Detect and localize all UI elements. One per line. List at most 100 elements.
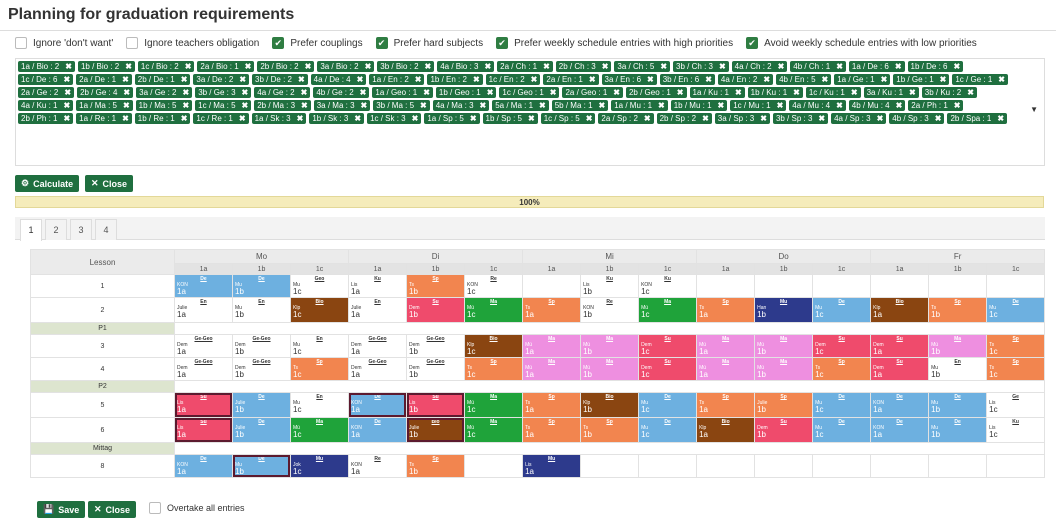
remove-tag-icon[interactable]: ✖ — [65, 62, 72, 71]
remove-tag-icon[interactable]: ✖ — [360, 101, 368, 110]
schedule-entry[interactable]: Ge Lis 1c — [988, 394, 1044, 417]
remove-tag-icon[interactable]: ✖ — [472, 75, 480, 84]
timetable-cell[interactable]: Ge-Geo Dem 1a — [174, 357, 233, 381]
timetable-cell[interactable]: Sp Ts 1a — [522, 392, 582, 418]
overtake-checkbox[interactable] — [149, 502, 161, 514]
timetable-cell[interactable]: Bio Klp 1a — [696, 417, 756, 443]
schedule-entry[interactable]: Sp Ts 1c — [988, 336, 1044, 357]
timetable-cell[interactable]: Re KON 1c — [464, 274, 524, 298]
remove-tag-icon[interactable]: ✖ — [702, 114, 709, 123]
timetable-cell[interactable] — [870, 454, 930, 478]
schedule-entry[interactable]: Ma Mü 1c — [292, 419, 348, 442]
schedule-entry[interactable]: De Mu 1b — [930, 419, 986, 442]
remove-tag-icon[interactable]: ✖ — [676, 88, 684, 97]
remove-tag-icon[interactable]: ✖ — [876, 114, 884, 123]
timetable-cell[interactable]: En Mu 1b — [928, 357, 988, 381]
remove-tag-icon[interactable]: ✖ — [613, 88, 620, 97]
remove-tag-icon[interactable]: ✖ — [122, 101, 130, 110]
remove-tag-icon[interactable]: ✖ — [894, 62, 902, 71]
timetable-cell[interactable]: Sp Julie 1b — [754, 392, 814, 418]
remove-tag-icon[interactable]: ✖ — [777, 62, 785, 71]
timetable-cell[interactable] — [812, 454, 872, 478]
schedule-entry[interactable]: Sp Ts 1b — [930, 299, 986, 322]
timetable-cell[interactable] — [986, 454, 1046, 478]
timetable-cell[interactable]: Ma Mü 1a — [696, 334, 756, 358]
remove-tag-icon[interactable]: ✖ — [909, 88, 916, 97]
schedule-entry[interactable]: Ge-Geo Dem 1b — [408, 336, 464, 357]
remove-tag-icon[interactable]: ✖ — [836, 101, 843, 110]
schedule-entry[interactable]: Su Lis 1b — [407, 393, 464, 417]
schedule-entry[interactable]: De KON 1a — [872, 394, 928, 417]
schedule-entry[interactable]: De KON 1a — [350, 419, 406, 442]
remove-tag-icon[interactable]: ✖ — [967, 88, 974, 97]
tab-4[interactable]: 4 — [95, 219, 117, 240]
timetable-cell[interactable]: Ma Mü 1b — [754, 334, 814, 358]
timetable-cell[interactable] — [986, 274, 1046, 298]
schedule-entry[interactable]: Ma Mü 1c — [466, 299, 522, 322]
schedule-entry[interactable]: Su Dem 1b — [756, 419, 812, 442]
schedule-entry[interactable]: Bio Julie 1b — [407, 418, 464, 442]
remove-tag-icon[interactable]: ✖ — [304, 62, 312, 71]
schedule-entry[interactable]: De KON 1a — [872, 419, 928, 442]
remove-tag-icon[interactable]: ✖ — [359, 88, 367, 97]
schedule-entry[interactable]: Bio Klp 1c — [466, 336, 522, 357]
timetable-cell[interactable]: Ge Lis 1c — [986, 392, 1046, 418]
remove-tag-icon[interactable]: ✖ — [527, 114, 535, 123]
option-0[interactable]: Ignore 'don't want' — [15, 37, 113, 49]
remove-tag-icon[interactable]: ✖ — [793, 88, 800, 97]
schedule-entry[interactable]: Bio Klp 1c — [292, 299, 348, 322]
remove-tag-icon[interactable]: ✖ — [411, 114, 419, 123]
option-checkbox[interactable]: ✔ — [375, 37, 388, 49]
timetable-cell[interactable] — [812, 274, 872, 298]
timetable-cell[interactable]: Ku Lis 1c — [986, 417, 1046, 443]
timetable-cell[interactable]: De Mu 1b — [232, 274, 291, 298]
timetable-cell[interactable]: Su Lis 1a — [174, 417, 233, 443]
remove-tag-icon[interactable]: ✖ — [895, 101, 903, 110]
timetable-cell[interactable]: Sp Ts 1a — [696, 392, 756, 418]
timetable-cell[interactable]: Su Lis 1a — [174, 392, 233, 418]
timetable-cell[interactable]: Sp Ts 1a — [522, 417, 582, 443]
remove-tag-icon[interactable]: ✖ — [818, 114, 826, 123]
schedule-entry[interactable]: Ge-Geo Dem 1a — [176, 336, 232, 357]
timetable-cell[interactable]: Ma Mü 1b — [580, 334, 640, 358]
timetable-cell[interactable]: Ma Mü 1c — [638, 297, 698, 323]
schedule-entry[interactable]: Sp Ts 1b — [408, 456, 464, 477]
schedule-entry[interactable]: Ge-Geo Dem 1b — [234, 359, 290, 380]
remove-tag-icon[interactable]: ✖ — [484, 62, 492, 71]
remove-tag-icon[interactable]: ✖ — [182, 88, 190, 97]
timetable-cell[interactable]: Mu Lis 1a — [522, 454, 582, 478]
remove-tag-icon[interactable]: ✖ — [479, 101, 487, 110]
schedule-entry[interactable]: De Mu 1c — [814, 299, 870, 322]
chevron-down-icon[interactable]: ▼ — [1030, 105, 1038, 114]
timetable-cell[interactable]: Sp Ts 1b — [928, 297, 988, 323]
remove-tag-icon[interactable]: ✖ — [354, 114, 362, 123]
timetable-cell[interactable] — [928, 454, 988, 478]
remove-tag-icon[interactable]: ✖ — [63, 114, 71, 123]
remove-tag-icon[interactable]: ✖ — [63, 101, 71, 110]
timetable-cell[interactable]: Su Dem 1a — [870, 357, 930, 381]
schedule-entry[interactable]: Ge-Geo Dem 1b — [234, 336, 290, 357]
remove-tag-icon[interactable]: ✖ — [122, 75, 129, 84]
schedule-entry[interactable]: Ku Lis 1c — [988, 419, 1044, 442]
schedule-entry[interactable]: Bio Klp 1a — [872, 299, 928, 322]
remove-tag-icon[interactable]: ✖ — [953, 62, 961, 71]
remove-tag-icon[interactable]: ✖ — [718, 62, 726, 71]
timetable-cell[interactable]: De Mu 1b — [928, 392, 988, 418]
schedule-entry[interactable]: Sp Ts 1a — [524, 299, 580, 322]
remove-tag-icon[interactable]: ✖ — [588, 75, 596, 84]
remove-tag-icon[interactable]: ✖ — [601, 62, 609, 71]
timetable-cell[interactable]: De Mu 1b — [232, 454, 291, 478]
schedule-entry[interactable]: De Mu 1b — [233, 455, 290, 477]
timetable-cell[interactable]: Ma Mü 1c — [464, 417, 524, 443]
remove-tag-icon[interactable]: ✖ — [997, 114, 1005, 123]
timetable-cell[interactable]: En Julie 1a — [348, 297, 408, 323]
requirements-tag-input[interactable]: ▼ 1a / Bio : 2 ✖ 1b / Bio : 2 ✖ 1c / Bio : 2… — [15, 58, 1045, 166]
schedule-entry[interactable]: Re KON 1c — [466, 276, 522, 297]
schedule-entry[interactable]: En Mu 1c — [292, 336, 348, 357]
remove-tag-icon[interactable]: ✖ — [301, 101, 308, 110]
remove-tag-icon[interactable]: ✖ — [424, 62, 432, 71]
remove-tag-icon[interactable]: ✖ — [543, 62, 550, 71]
remove-tag-icon[interactable]: ✖ — [241, 101, 249, 110]
timetable-cell[interactable]: Bio Klp 1a — [870, 297, 930, 323]
schedule-entry[interactable]: Sp Ts 1c — [814, 359, 870, 380]
